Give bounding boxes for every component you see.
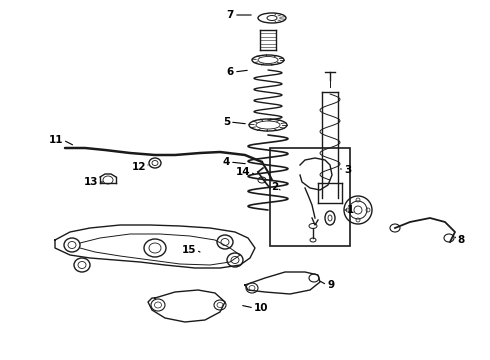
- Text: 9: 9: [327, 280, 334, 290]
- Text: 8: 8: [457, 235, 464, 245]
- Text: 1: 1: [347, 205, 354, 215]
- Text: 3: 3: [344, 165, 351, 175]
- Text: 10: 10: [254, 303, 269, 313]
- Text: 15: 15: [181, 245, 196, 255]
- Bar: [270, 148, 350, 246]
- Text: 12: 12: [131, 162, 146, 172]
- Text: 14: 14: [235, 167, 250, 177]
- Text: 7: 7: [227, 10, 234, 20]
- Text: 6: 6: [227, 67, 234, 77]
- Text: 5: 5: [223, 117, 230, 127]
- Text: 11: 11: [49, 135, 63, 145]
- Text: 2: 2: [271, 182, 278, 192]
- Text: 13: 13: [83, 177, 98, 187]
- Text: 4: 4: [222, 157, 230, 167]
